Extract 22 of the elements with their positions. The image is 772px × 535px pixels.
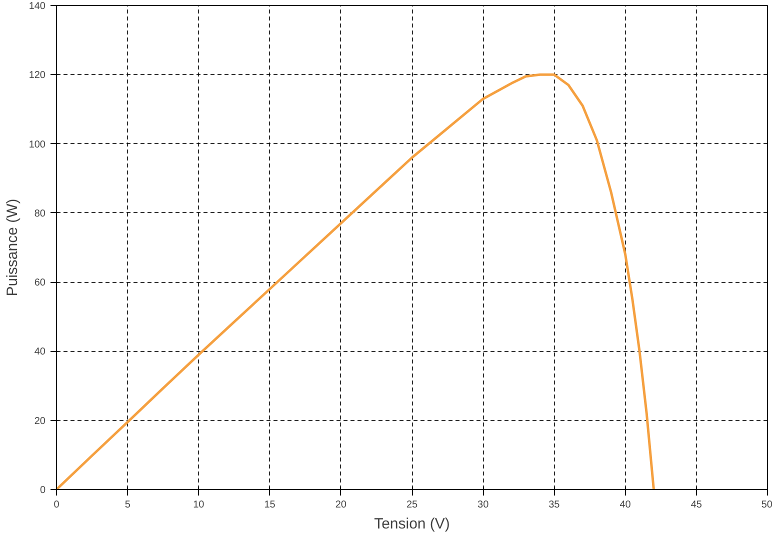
x-tick-label: 25 [406, 500, 418, 510]
y-tick-label: 60 [34, 278, 46, 289]
x-tick-label: 0 [54, 500, 60, 510]
x-tick-label: 15 [264, 500, 276, 510]
x-axis-title: Tension (V) [374, 516, 450, 532]
y-tick-label: 120 [28, 70, 46, 82]
y-tick-label: 80 [34, 208, 46, 220]
y-tick-label: 0 [40, 485, 46, 496]
x-tick-label: 50 [761, 500, 772, 510]
x-tick-label: 35 [548, 500, 560, 510]
x-tick-label: 30 [478, 500, 490, 510]
y-tick-label: 100 [28, 139, 46, 150]
x-tick-label: 5 [124, 500, 131, 510]
x-tick-label: 10 [193, 500, 205, 510]
y-tick-label: 140 [28, 1, 46, 12]
line-series [56, 73, 655, 490]
y-tick-label: 40 [34, 346, 46, 358]
y-tick-label: 20 [34, 416, 46, 427]
x-tick-label: 45 [690, 500, 702, 510]
y-axis-title: Puissance (W) [4, 198, 21, 296]
x-tick-label: 40 [620, 500, 632, 510]
x-tick-label: 20 [335, 500, 347, 510]
